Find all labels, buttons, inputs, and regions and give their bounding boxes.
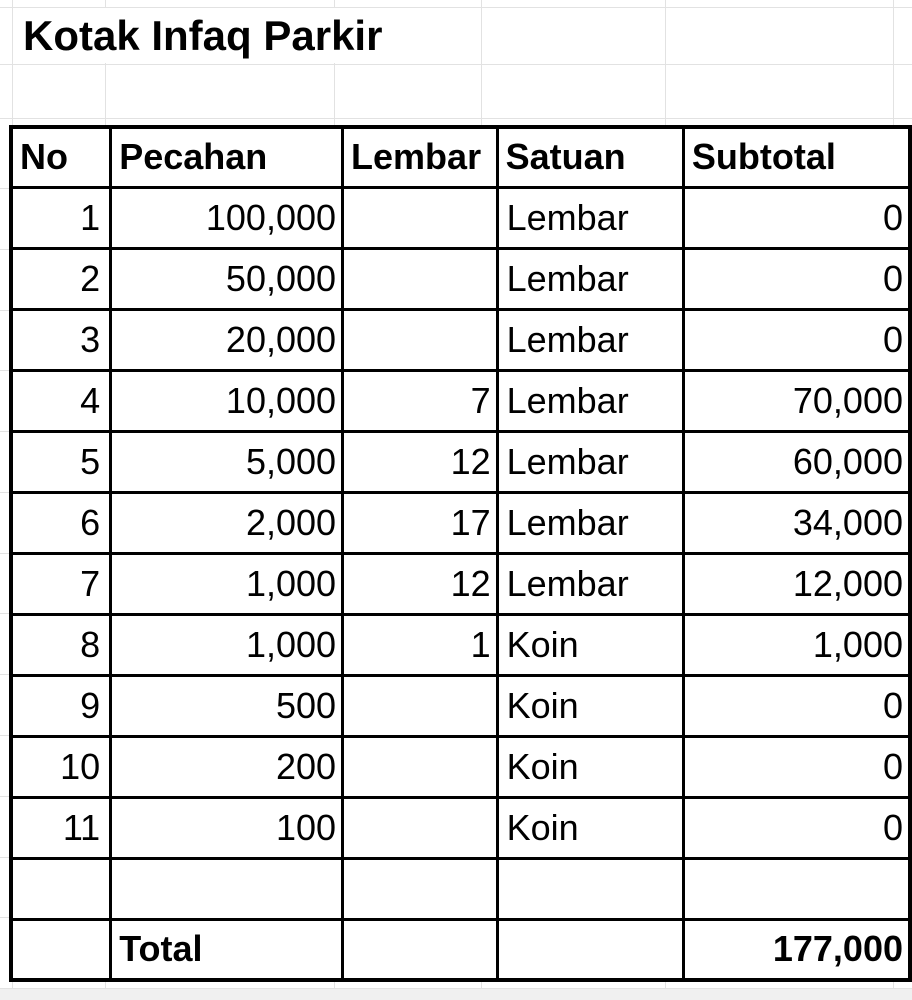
gridline: [0, 7, 912, 8]
cell-no[interactable]: 2: [9, 246, 113, 311]
cell-satuan[interactable]: Lembar: [495, 307, 685, 372]
cell-pecahan[interactable]: 1,000: [109, 612, 345, 677]
cell-subtotal[interactable]: 70,000: [681, 368, 912, 433]
table-row: 1 100,000 Lembar 0: [9, 185, 912, 250]
cell-satuan[interactable]: Lembar: [495, 185, 685, 250]
cell-lembar[interactable]: [341, 795, 499, 860]
cell-satuan[interactable]: Koin: [495, 673, 685, 738]
cell-satuan[interactable]: Lembar: [495, 368, 685, 433]
cell-pecahan[interactable]: 500: [109, 673, 345, 738]
table-row: 5 5,000 12 Lembar 60,000: [9, 429, 912, 494]
cell-empty[interactable]: [9, 917, 113, 982]
cell-pecahan[interactable]: 200: [109, 734, 345, 799]
cell-lembar[interactable]: [341, 734, 499, 799]
table-row: 4 10,000 7 Lembar 70,000: [9, 368, 912, 433]
table-row: 10 200 Koin 0: [9, 734, 912, 799]
cell-empty[interactable]: [341, 856, 499, 921]
cell-no[interactable]: 11: [9, 795, 113, 860]
cell-satuan[interactable]: Koin: [495, 795, 685, 860]
cell-lembar[interactable]: [341, 246, 499, 311]
cell-lembar[interactable]: 12: [341, 551, 499, 616]
col-header-satuan[interactable]: Satuan: [495, 125, 685, 189]
table-row: 7 1,000 12 Lembar 12,000: [9, 551, 912, 616]
cell-empty[interactable]: [341, 917, 499, 982]
cell-satuan[interactable]: Lembar: [495, 551, 685, 616]
table-row: 2 50,000 Lembar 0: [9, 246, 912, 311]
gridline: [0, 64, 912, 65]
cell-lembar[interactable]: 1: [341, 612, 499, 677]
gridline: [0, 118, 912, 119]
cell-empty[interactable]: [495, 917, 685, 982]
cell-no[interactable]: 5: [9, 429, 113, 494]
cell-no[interactable]: 4: [9, 368, 113, 433]
cell-no[interactable]: 6: [9, 490, 113, 555]
cell-pecahan[interactable]: 50,000: [109, 246, 345, 311]
header-row: No Pecahan Lembar Satuan Subtotal: [9, 125, 912, 189]
cell-no[interactable]: 10: [9, 734, 113, 799]
cell-subtotal[interactable]: 60,000: [681, 429, 912, 494]
cell-pecahan[interactable]: 2,000: [109, 490, 345, 555]
cell-pecahan[interactable]: 10,000: [109, 368, 345, 433]
total-value-cell[interactable]: 177,000: [681, 917, 912, 982]
sheet-bottom-edge: [0, 989, 912, 1000]
cell-subtotal[interactable]: 0: [681, 734, 912, 799]
table-row: 11 100 Koin 0: [9, 795, 912, 860]
cell-lembar[interactable]: 17: [341, 490, 499, 555]
cell-subtotal[interactable]: 0: [681, 673, 912, 738]
total-label-cell[interactable]: Total: [109, 917, 345, 982]
table-row: 3 20,000 Lembar 0: [9, 307, 912, 372]
cell-lembar[interactable]: [341, 673, 499, 738]
denomination-table: No Pecahan Lembar Satuan Subtotal 1 100,…: [9, 125, 912, 982]
table-row: 9 500 Koin 0: [9, 673, 912, 738]
cell-satuan[interactable]: Lembar: [495, 490, 685, 555]
cell-empty[interactable]: [495, 856, 685, 921]
cell-satuan[interactable]: Lembar: [495, 429, 685, 494]
table-row: 8 1,000 1 Koin 1,000: [9, 612, 912, 677]
cell-satuan[interactable]: Koin: [495, 612, 685, 677]
cell-subtotal[interactable]: 34,000: [681, 490, 912, 555]
sheet-title-cell[interactable]: Kotak Infaq Parkir: [13, 8, 382, 63]
col-header-no[interactable]: No: [9, 125, 113, 189]
total-row: Total 177,000: [9, 917, 912, 982]
col-header-pecahan[interactable]: Pecahan: [109, 125, 345, 189]
cell-subtotal[interactable]: 0: [681, 185, 912, 250]
cell-satuan[interactable]: Lembar: [495, 246, 685, 311]
cell-pecahan[interactable]: 5,000: [109, 429, 345, 494]
cell-empty[interactable]: [681, 856, 912, 921]
cell-no[interactable]: 8: [9, 612, 113, 677]
cell-lembar[interactable]: 12: [341, 429, 499, 494]
cell-subtotal[interactable]: 0: [681, 795, 912, 860]
col-header-subtotal[interactable]: Subtotal: [681, 125, 912, 189]
cell-empty[interactable]: [109, 856, 345, 921]
cell-pecahan[interactable]: 1,000: [109, 551, 345, 616]
cell-no[interactable]: 7: [9, 551, 113, 616]
cell-lembar[interactable]: [341, 185, 499, 250]
cell-no[interactable]: 3: [9, 307, 113, 372]
cell-subtotal[interactable]: 0: [681, 307, 912, 372]
cell-subtotal[interactable]: 1,000: [681, 612, 912, 677]
cell-pecahan[interactable]: 100,000: [109, 185, 345, 250]
cell-subtotal[interactable]: 0: [681, 246, 912, 311]
cell-satuan[interactable]: Koin: [495, 734, 685, 799]
cell-lembar[interactable]: 7: [341, 368, 499, 433]
cell-no[interactable]: 9: [9, 673, 113, 738]
col-header-lembar[interactable]: Lembar: [341, 125, 499, 189]
cell-empty[interactable]: [9, 856, 113, 921]
cell-pecahan[interactable]: 100: [109, 795, 345, 860]
gridline: [0, 988, 912, 989]
empty-row: [9, 856, 912, 921]
cell-no[interactable]: 1: [9, 185, 113, 250]
cell-lembar[interactable]: [341, 307, 499, 372]
table-row: 6 2,000 17 Lembar 34,000: [9, 490, 912, 555]
cell-pecahan[interactable]: 20,000: [109, 307, 345, 372]
cell-subtotal[interactable]: 12,000: [681, 551, 912, 616]
